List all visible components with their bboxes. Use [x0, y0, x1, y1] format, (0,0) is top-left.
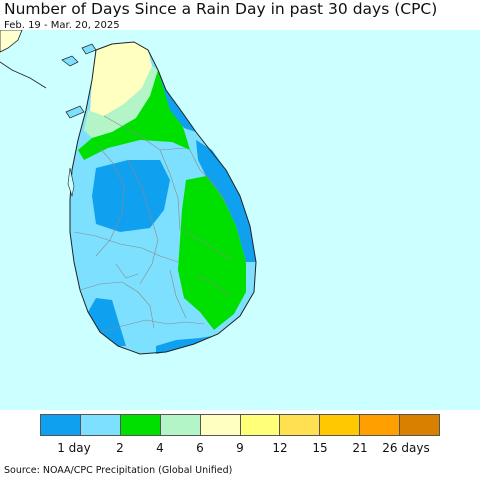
mannar-island — [65, 105, 85, 119]
legend-swatch — [199, 414, 241, 436]
legend-swatch — [239, 414, 281, 436]
legend-swatch — [159, 414, 201, 436]
legend-tick-label: 2 — [116, 441, 124, 455]
legend-swatch — [359, 414, 401, 436]
south-blue-strip — [156, 336, 212, 354]
date-range: Feb. 19 - Mar. 20, 2025 — [4, 20, 120, 31]
legend-tick-label: 26 days — [382, 441, 430, 455]
map-title: Number of Days Since a Rain Day in past … — [4, 0, 438, 18]
sri-lanka-map — [0, 30, 480, 410]
legend-tick-label: 12 — [272, 441, 288, 455]
east-blue-strip — [196, 140, 256, 262]
legend-swatch — [79, 414, 121, 436]
legend-tick-label: 6 — [196, 441, 204, 455]
legend-swatch — [279, 414, 321, 436]
legend-tick-label: 21 — [352, 441, 368, 455]
east-green-zone — [178, 176, 246, 330]
district-boundaries — [73, 115, 233, 333]
legend-tick-labels: 1 day 2 4 6 9 12 15 21 26 days — [0, 441, 480, 457]
india-coast-line — [0, 61, 47, 89]
north-yellow-zone — [90, 42, 152, 116]
puttalam-lagoon — [67, 167, 75, 198]
central-blue-zone — [92, 160, 170, 232]
legend-swatch — [119, 414, 161, 436]
legend-tick-label: 15 — [312, 441, 328, 455]
legend-tick-label: 1 day — [57, 441, 91, 455]
green-band-north — [78, 70, 190, 160]
legend-tick-label: 9 — [236, 441, 244, 455]
southwest-blue-zone — [88, 298, 126, 346]
legend-swatch — [40, 414, 81, 436]
color-legend — [40, 414, 441, 436]
legend-swatch — [399, 414, 441, 436]
coastline — [69, 41, 257, 355]
legend-swatch — [319, 414, 361, 436]
legend-tick-label: 4 — [156, 441, 164, 455]
india-mainland — [0, 30, 23, 53]
north-lightgreen-zone — [84, 66, 158, 138]
source-note: Source: NOAA/CPC Precipitation (Global U… — [4, 465, 233, 476]
